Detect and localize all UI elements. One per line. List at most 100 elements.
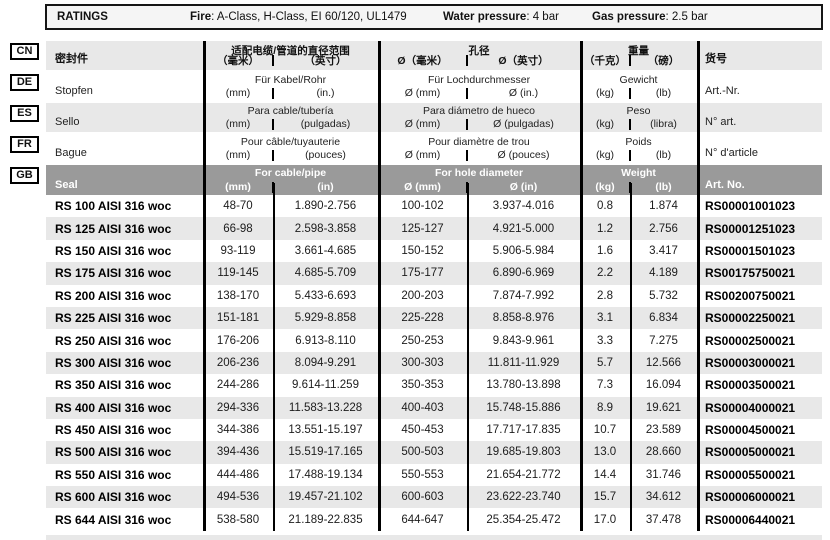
cable-in-cell: 11.583-13.228: [288, 401, 363, 414]
hole-mm-cell: 125-127: [401, 222, 444, 235]
hole-section-title: Pour diamètre de trou: [428, 136, 530, 148]
cable-mm-cell: 48-70: [223, 200, 253, 213]
column-divider-thin: [273, 183, 275, 531]
weight-section-title: Peso: [626, 105, 651, 117]
hole-mm-cell: 100-102: [401, 200, 444, 213]
seal-name-cell: RS 644 AISI 316 woc: [55, 512, 172, 527]
artno-header-cell: N° d'article: [697, 134, 822, 163]
cable-in-cell: 2.598-3.858: [294, 222, 357, 235]
cable-section-title: Für Kabel/Rohr: [254, 74, 327, 86]
cable-units: （毫米） （英寸）: [203, 53, 378, 68]
cable-in-cell: 15.519-17.165: [288, 446, 363, 459]
column-divider-thick: [378, 41, 381, 531]
seal-name-cell: RS 300 AISI 316 woc: [55, 355, 172, 370]
weight-kg-unit: (kg): [595, 181, 615, 193]
hole-mm-unit: Ø (mm): [404, 149, 441, 161]
weight-kg-unit: (kg): [595, 149, 615, 161]
seal-name-cell: RS 175 AISI 316 woc: [55, 266, 172, 281]
cable-section-header: Für Kabel/Rohr (mm) (in.): [203, 72, 378, 101]
cable-in-unit: (in): [317, 181, 334, 193]
seal-label: Stopfen: [55, 85, 93, 97]
table-row: RS 450 AISI 316 woc 344-386 13.551-15.19…: [46, 419, 822, 441]
table-row: RS 550 AISI 316 woc 444-486 17.488-19.13…: [46, 464, 822, 486]
hole-units: Ø (mm) Ø (in): [378, 181, 580, 193]
unit-divider: [272, 118, 274, 130]
table-row: RS 175 AISI 316 woc 119-145 4.685-5.709 …: [46, 262, 822, 285]
weight-kg-cell: 3.1: [597, 312, 613, 325]
seal-name-cell: RS 400 AISI 316 woc: [55, 400, 172, 415]
hole-in-cell: 5.906-5.984: [492, 244, 555, 257]
hole-mm-cell: 300-303: [401, 356, 444, 369]
column-divider-thin: [467, 183, 469, 531]
spec-table: 密封件 适配电缆/管道的直径范围 （毫米） （英寸） 孔径 Ø（毫米）: [46, 41, 822, 540]
hole-mm-cell: 644-647: [401, 513, 444, 526]
weight-section-title: Weight: [621, 167, 656, 179]
weight-units: (kg) (lb): [580, 181, 697, 193]
weight-lb-cell: 2.756: [649, 222, 678, 235]
unit-divider: [466, 55, 468, 66]
cable-in-cell: 6.913-8.110: [295, 334, 356, 347]
hole-section-title: For hole diameter: [434, 167, 524, 179]
seal-label: Bague: [55, 147, 87, 159]
weight-section-header: 重量 （千克） （磅）: [580, 41, 697, 70]
cable-mm-cell: 206-236: [216, 356, 260, 369]
cable-in-cell: 3.661-4.685: [294, 244, 357, 257]
weight-kg-cell: 13.0: [593, 446, 617, 459]
weight-lb-cell: 5.732: [649, 289, 678, 302]
hole-section-title: Para diámetro de hueco: [422, 105, 536, 117]
weight-lb-cell: 23.589: [645, 424, 682, 437]
fire-value: : A-Class, H-Class, EI 60/120, UL1479: [211, 11, 407, 23]
seal-label: Seal: [55, 179, 78, 191]
weight-lb-cell: 19.621: [645, 401, 682, 414]
weight-section-header: Peso (kg) (libra): [580, 103, 697, 132]
weight-kg-cell: 14.4: [593, 468, 617, 481]
lang-badge-es: ES: [10, 105, 39, 122]
seal-name-cell: RS 550 AISI 316 woc: [55, 467, 172, 482]
seal-name-cell: RS 600 AISI 316 woc: [55, 490, 172, 505]
header-row: Stopfen Für Kabel/Rohr (mm) (in.) Für Lo…: [46, 72, 822, 101]
weight-lb-unit: （磅）: [647, 55, 680, 67]
hole-in-cell: 15.748-15.886: [486, 401, 561, 414]
hole-in-cell: 13.780-13.898: [486, 379, 561, 392]
seal-name-cell: RS 450 AISI 316 woc: [55, 423, 172, 438]
cable-section-title: For cable/pipe: [254, 167, 327, 179]
cable-mm-unit: (mm): [225, 149, 251, 161]
weight-section-header: Gewicht (kg) (lb): [580, 72, 697, 101]
unit-divider: [466, 87, 468, 99]
artno-cell: RS00001501023: [705, 243, 796, 258]
weight-lb-cell: 31.746: [645, 468, 682, 481]
cable-in-cell: 5.929-8.858: [294, 312, 357, 325]
seal-name-cell: RS 350 AISI 316 woc: [55, 378, 172, 393]
artno-label: N° art.: [705, 116, 737, 128]
hole-mm-unit: Ø (mm): [404, 87, 441, 99]
hole-in-unit: Ø (pulgadas): [493, 118, 554, 130]
weight-kg-cell: 15.7: [593, 491, 617, 504]
cable-mm-cell: 66-98: [223, 222, 253, 235]
weight-kg-unit: （千克）: [584, 55, 626, 67]
hole-mm-cell: 200-203: [401, 289, 444, 302]
cable-section-header: 适配电缆/管道的直径范围 （毫米） （英寸）: [203, 41, 378, 70]
unit-divider: [272, 149, 274, 161]
cable-in-cell: 13.551-15.197: [288, 424, 363, 437]
cable-in-cell: 5.433-6.693: [294, 289, 357, 302]
weight-kg-cell: 8.9: [597, 401, 613, 414]
weight-lb-cell: 1.874: [649, 200, 678, 213]
hole-in-cell: 23.622-23.740: [486, 491, 561, 504]
weight-section-header: Weight (kg) (lb): [580, 165, 697, 195]
artno-cell: RS00175750021: [705, 266, 796, 281]
ratings-bar: RATINGS Fire: A-Class, H-Class, EI 60/12…: [45, 4, 823, 30]
table-row: RS 200 AISI 316 woc 138-170 5.433-6.693 …: [46, 285, 822, 307]
hole-mm-unit: Ø (mm): [404, 118, 441, 130]
table-row: RS 350 AISI 316 woc 244-286 9.614-11.259…: [46, 374, 822, 396]
weight-kg-unit: (kg): [595, 87, 615, 99]
cable-mm-cell: 151-181: [216, 312, 260, 325]
cable-mm-cell: 538-580: [216, 513, 260, 526]
artno-cell: RS00006440021: [705, 512, 796, 527]
hole-mm-cell: 500-503: [401, 446, 444, 459]
cable-in-cell: 1.890-2.756: [294, 200, 357, 213]
seal-name-cell: RS 100 AISI 316 woc: [55, 199, 172, 214]
seal-name-cell: RS 500 AISI 316 woc: [55, 445, 172, 460]
hole-in-unit: Ø (pouces): [497, 149, 550, 161]
seal-name-cell: RS 250 AISI 316 woc: [55, 333, 172, 348]
lang-badge-fr: FR: [10, 136, 39, 153]
